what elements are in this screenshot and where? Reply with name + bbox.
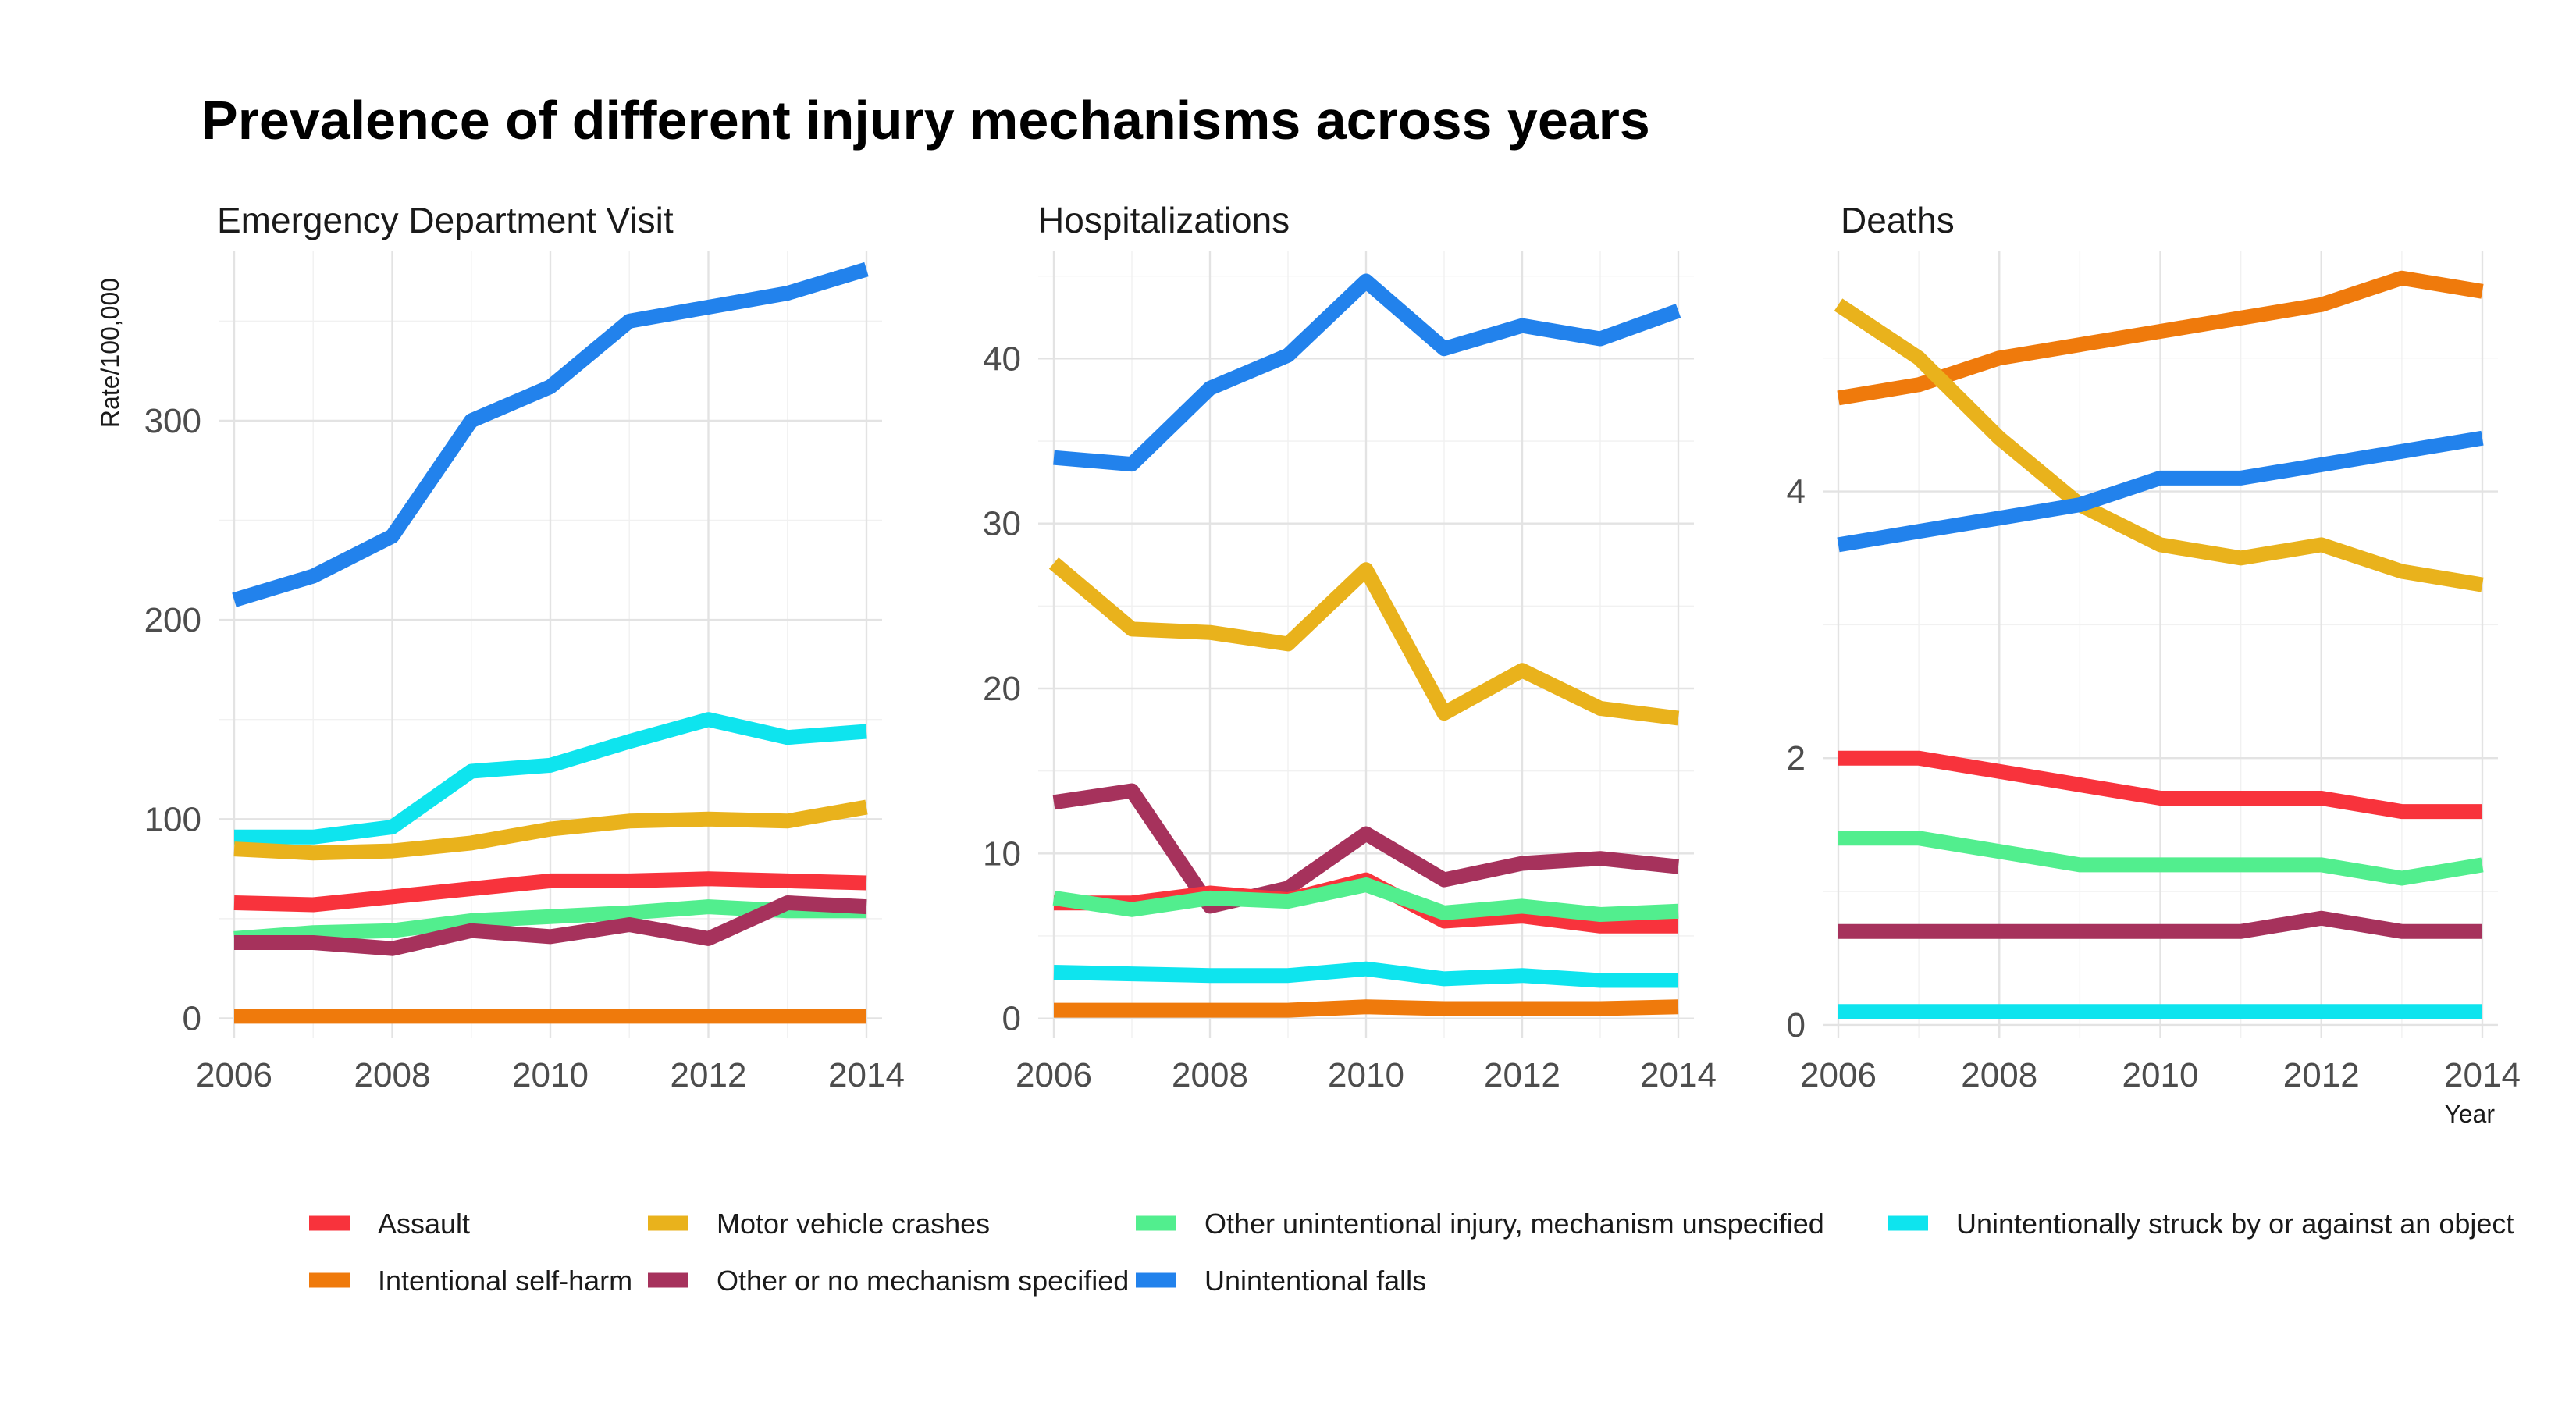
series-line-unintentional-falls: [1837, 430, 2484, 553]
series-line-motor-vehicle-crashes: [1834, 298, 2484, 592]
legend-label: Unintentional falls: [1204, 1265, 1426, 1297]
panel-hospitalizations-title: Hospitalizations: [1038, 200, 1290, 240]
x-tick-label: 2006: [1016, 1056, 1092, 1094]
x-tick-label: 2010: [2122, 1056, 2199, 1094]
legend-item-intentional-self-harm: Intentional self-harm: [309, 1265, 632, 1297]
legend-item-other-unintentional-injury-mechanism-unspecified: Other unintentional injury, mechanism un…: [1136, 1208, 1824, 1240]
x-tick-label: 2008: [1961, 1056, 2037, 1094]
legend-label: Other unintentional injury, mechanism un…: [1204, 1208, 1824, 1240]
y-tick-label: 200: [144, 601, 201, 639]
x-axis-title: Year: [2444, 1100, 2495, 1128]
y-axis-title: Rate/100,000: [96, 278, 124, 428]
y-tick-label: 2: [1787, 739, 1806, 777]
series-line-other-unintentional-injury-mechanism-unspecified: [1052, 877, 1679, 922]
x-tick-label: 2006: [196, 1056, 272, 1094]
x-tick-label: 2008: [354, 1056, 431, 1094]
legend-label: Assault: [378, 1208, 470, 1240]
y-tick-label: 10: [983, 834, 1021, 873]
x-tick-label: 2012: [671, 1056, 747, 1094]
series-line-other-or-no-mechanism-specified: [1838, 910, 2482, 939]
y-tick-label: 100: [144, 800, 201, 838]
y-tick-label: 0: [1787, 1006, 1806, 1044]
legend-item-unintentionally-struck-by-or-against-an-object: Unintentionally struck by or against an …: [1888, 1208, 2514, 1240]
y-tick-label: 40: [983, 340, 1021, 378]
series-line-unintentional-falls: [232, 262, 869, 607]
series-line-unintentional-falls: [1053, 273, 1681, 472]
x-tick-label: 2010: [512, 1056, 589, 1094]
panel-deaths-title: Deaths: [1841, 200, 1955, 240]
series-line-unintentionally-struck-by-or-against-an-object: [234, 712, 867, 845]
legend-label: Intentional self-harm: [378, 1265, 632, 1297]
y-tick-label: 0: [183, 999, 201, 1037]
legend-label: Other or no mechanism specified: [717, 1265, 1129, 1297]
panel-deaths: Deaths 0 2 4 2006 2008 2010 2012 2014: [1787, 200, 2521, 1094]
x-tick-label: 2008: [1172, 1056, 1248, 1094]
legend-item-unintentional-falls: Unintentional falls: [1136, 1265, 1426, 1297]
series-line-unintentionally-struck-by-or-against-an-object: [1053, 961, 1678, 988]
panel-deaths-series: [1834, 270, 2484, 1019]
x-tick-label: 2006: [1800, 1056, 1877, 1094]
legend-item-other-or-no-mechanism-specified: Other or no mechanism specified: [648, 1265, 1129, 1297]
series-line-other-unintentional-injury-mechanism-unspecified: [1838, 831, 2484, 886]
x-tick-label: 2014: [2444, 1056, 2521, 1094]
x-tick-label: 2012: [2283, 1056, 2360, 1094]
legend-label: Motor vehicle crashes: [717, 1208, 990, 1240]
y-tick-label: 4: [1787, 473, 1806, 511]
chart-title: Prevalence of different injury mechanism…: [201, 90, 1650, 151]
panel-emergency-department-visit: Emergency Department Visit 0 100 200 300 2006…: [144, 200, 905, 1094]
panel-emergency-department-visit-series: [232, 262, 869, 1024]
panel-emergency-department-visit-title: Emergency Department Visit: [217, 200, 674, 240]
y-tick-label: 30: [983, 505, 1021, 543]
series-line-intentional-self-harm: [1054, 999, 1679, 1018]
x-tick-label: 2014: [1640, 1056, 1717, 1094]
y-tick-label: 300: [144, 402, 201, 440]
y-tick-label: 0: [1002, 1000, 1021, 1038]
legend-item-motor-vehicle-crashes: Motor vehicle crashes: [648, 1208, 990, 1240]
series-line-assault: [233, 871, 867, 913]
x-tick-label: 2012: [1484, 1056, 1560, 1094]
legend-label: Unintentionally struck by or against an …: [1956, 1208, 2514, 1240]
y-tick-label: 20: [983, 670, 1021, 708]
chart-legend: Assault Intentional self-harm Motor vehicl…: [309, 1208, 2514, 1297]
series-line-motor-vehicle-crashes: [1048, 557, 1680, 726]
chart-panels: Emergency Department Visit01002003002006…: [144, 200, 2521, 1094]
panel-hospitalizations: Hospitalizations 0 10 20 30 40 2006 2008 2010 201…: [983, 200, 1717, 1094]
panel-deaths-grid: [1823, 251, 2498, 1038]
x-tick-label: 2010: [1328, 1056, 1404, 1094]
series-line-other-or-no-mechanism-specified: [1052, 783, 1679, 914]
x-tick-label: 2014: [828, 1056, 905, 1094]
series-line-assault: [1838, 750, 2482, 820]
legend-item-assault: Assault: [309, 1208, 470, 1240]
series-line-motor-vehicle-crashes: [233, 799, 868, 861]
panel-hospitalizations-series: [1048, 273, 1681, 1018]
series-line-other-or-no-mechanism-specified: [234, 895, 867, 956]
